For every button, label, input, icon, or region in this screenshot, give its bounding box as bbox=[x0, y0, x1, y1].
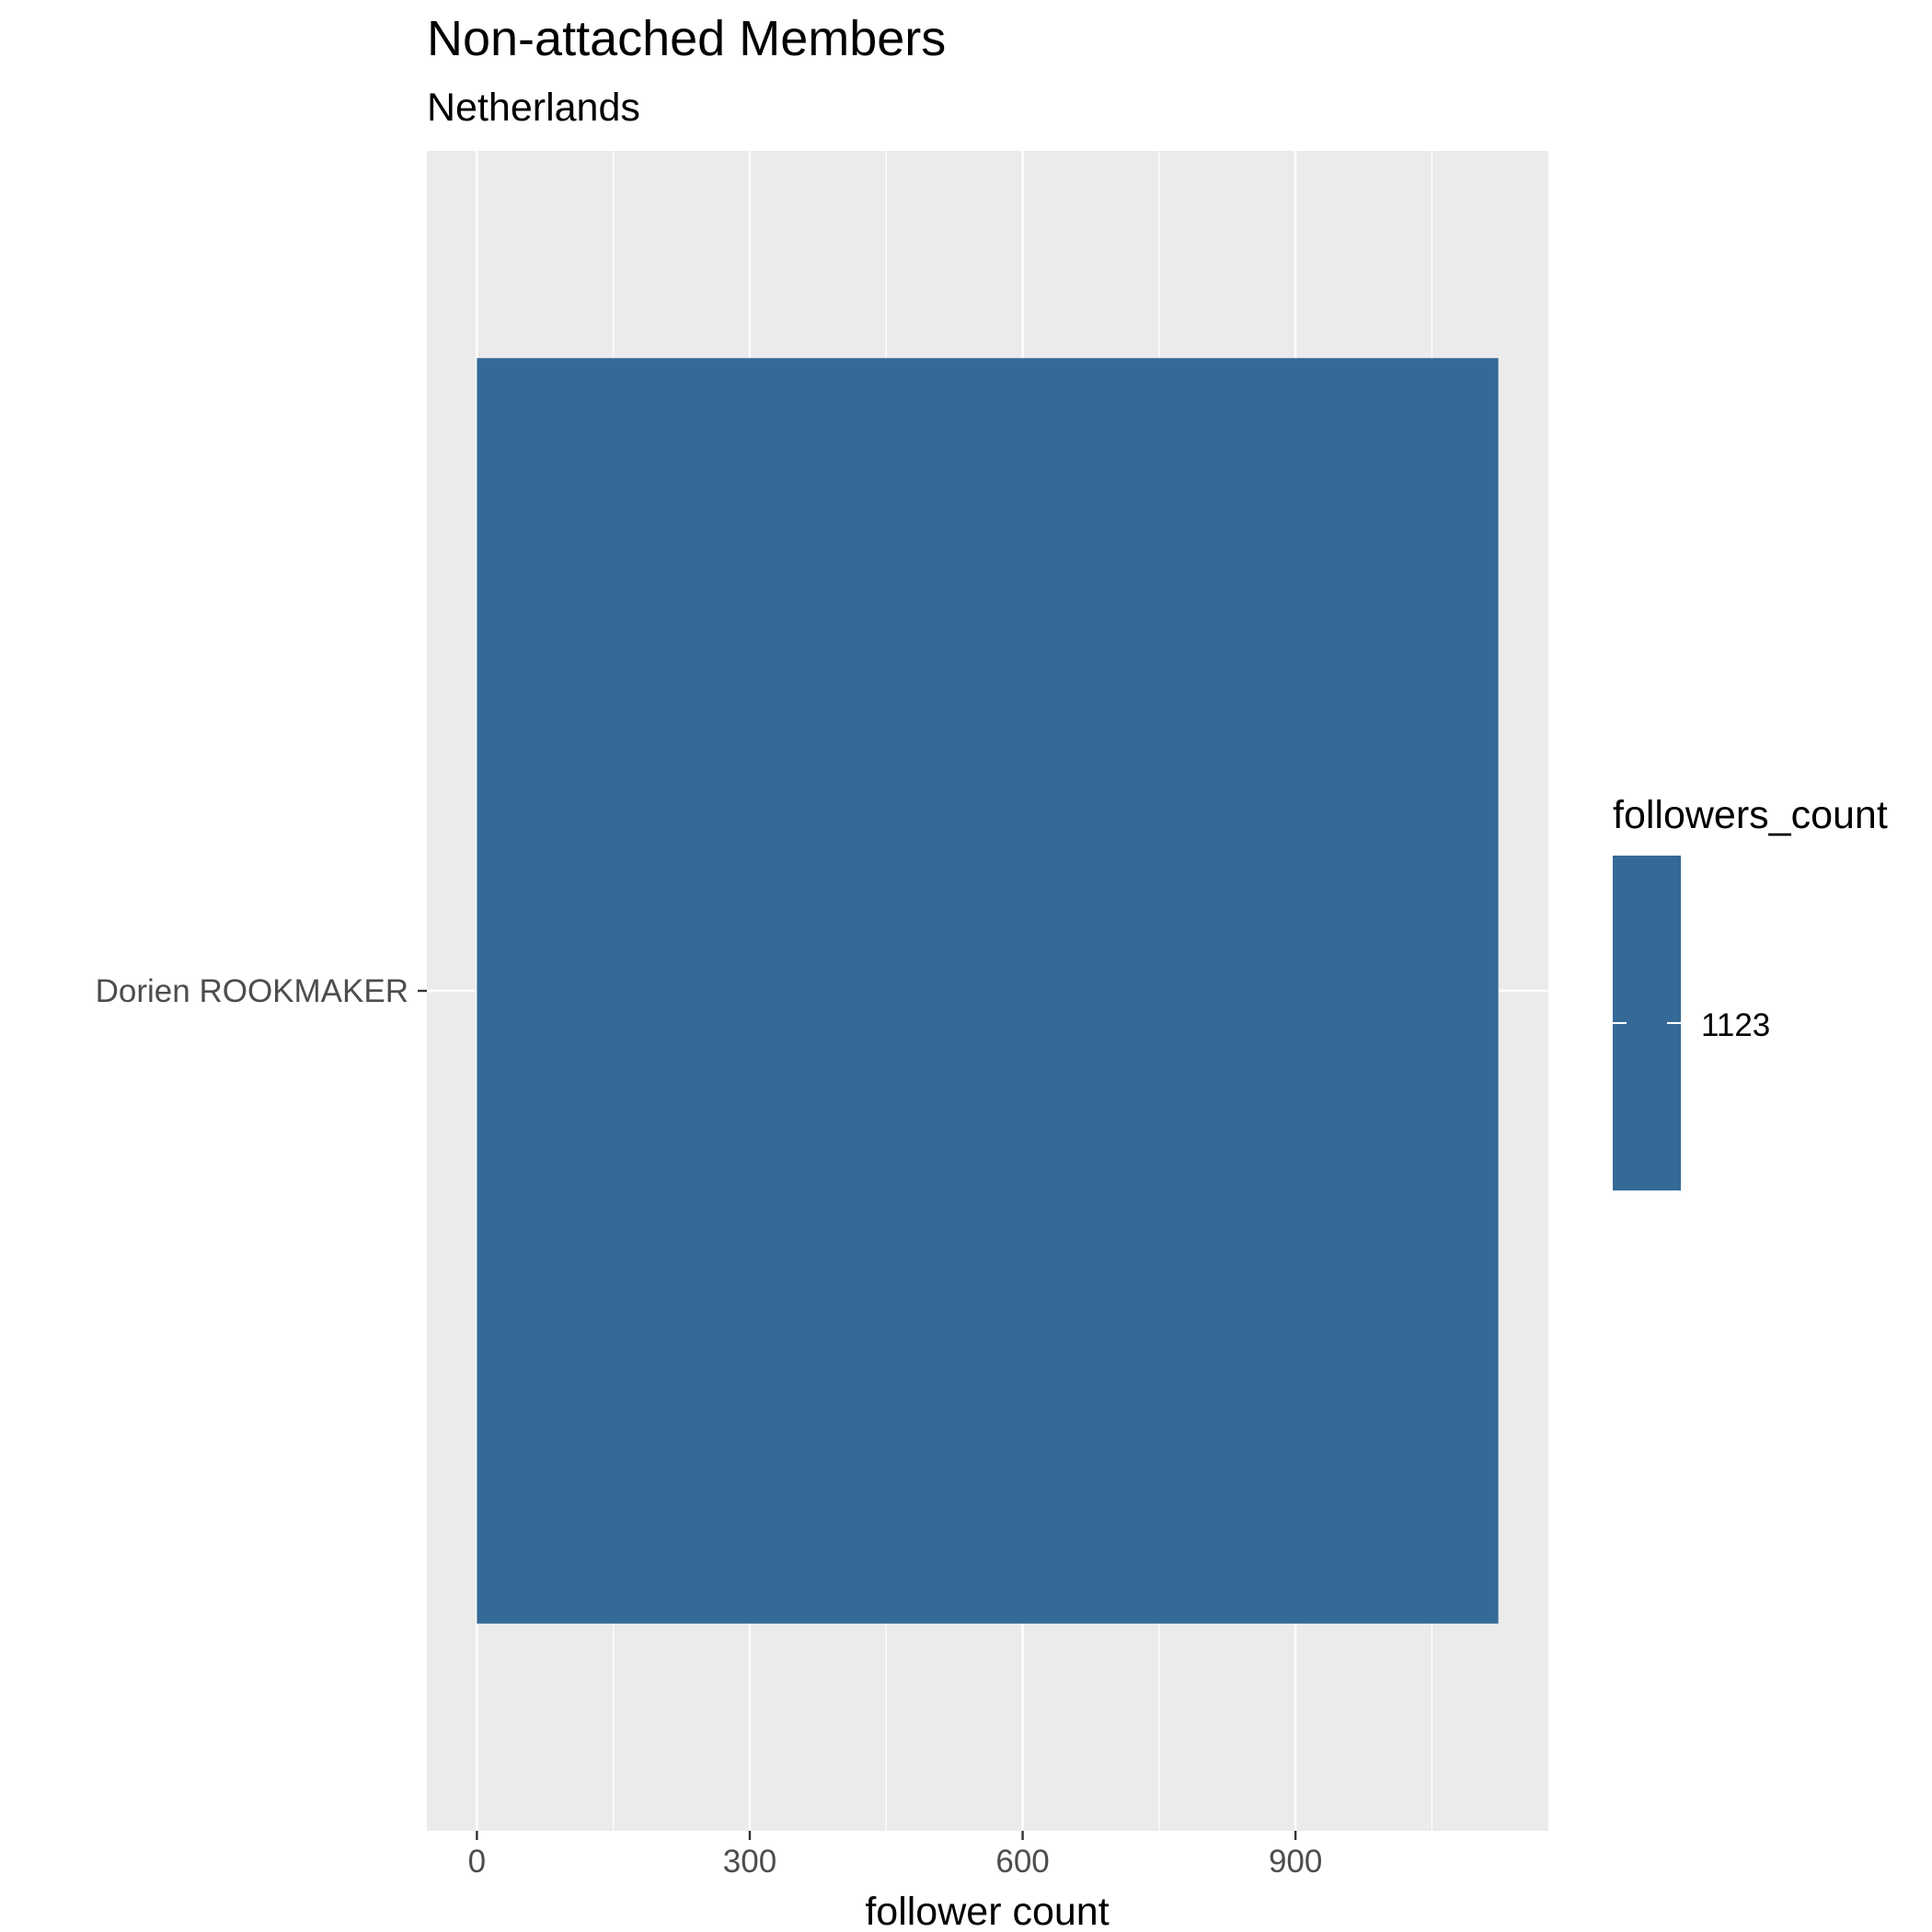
x-axis-title: follower count bbox=[865, 1890, 1109, 1932]
bars bbox=[477, 358, 1499, 1624]
x-axis: 0 300 600 900 bbox=[468, 1831, 1322, 1880]
y-axis-tick-label: Dorien ROOKMAKER bbox=[96, 973, 408, 1009]
legend: followers_count 1123 bbox=[1613, 793, 1888, 1190]
x-axis-tick-label: 600 bbox=[995, 1844, 1049, 1880]
legend-title: followers_count bbox=[1613, 793, 1888, 837]
chart-subtitle: Netherlands bbox=[427, 86, 640, 130]
x-axis-tick-label: 900 bbox=[1269, 1844, 1322, 1880]
chart-title: Non-attached Members bbox=[427, 11, 946, 66]
x-axis-tick-label: 0 bbox=[468, 1844, 486, 1880]
x-axis-tick-label: 300 bbox=[723, 1844, 776, 1880]
legend-label: 1123 bbox=[1701, 1007, 1770, 1043]
y-axis: Dorien ROOKMAKER bbox=[96, 973, 427, 1009]
bar bbox=[477, 358, 1499, 1624]
